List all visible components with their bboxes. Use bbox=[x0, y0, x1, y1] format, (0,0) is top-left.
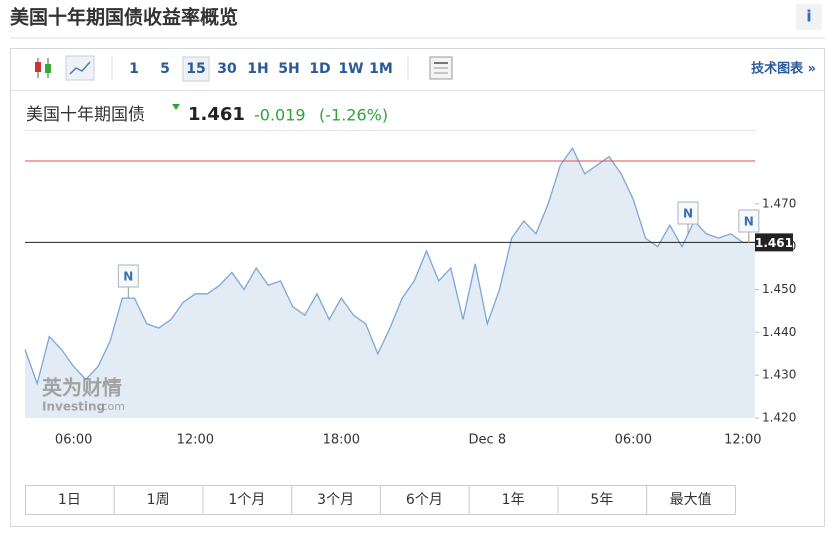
range-button[interactable] bbox=[113, 485, 204, 515]
line-icon bbox=[69, 61, 91, 75]
news-flag[interactable] bbox=[738, 209, 760, 233]
interval-button[interactable]: 1W bbox=[338, 61, 363, 77]
interval-button[interactable]: 15 bbox=[186, 61, 205, 77]
quote-change: -0.019 bbox=[254, 106, 306, 125]
news-flag[interactable] bbox=[117, 264, 139, 288]
interval-button[interactable]: 1M bbox=[369, 61, 393, 77]
x-tick-label: Dec 8 bbox=[469, 433, 507, 448]
x-tick-label: 18:00 bbox=[323, 433, 360, 448]
y-tick-label: 1.450 bbox=[762, 282, 796, 296]
interval-button[interactable]: 5H bbox=[278, 61, 299, 77]
y-tick-label: 1.440 bbox=[762, 325, 796, 339]
x-tick-label: 06:00 bbox=[615, 433, 652, 448]
y-tick-label: 1.470 bbox=[762, 196, 796, 210]
range-label[interactable]: 1周 bbox=[147, 492, 170, 508]
widget-frame bbox=[10, 48, 825, 527]
interval-button[interactable]: 1D bbox=[309, 61, 330, 77]
quote-change-percent: (-1.26%) bbox=[319, 106, 388, 125]
range-button[interactable] bbox=[380, 485, 470, 515]
range-button[interactable] bbox=[25, 485, 115, 515]
line bbox=[24, 146, 755, 386]
quote-price: 1.461 bbox=[188, 104, 245, 125]
interval-selected[interactable] bbox=[182, 56, 210, 82]
watermark: Investing bbox=[42, 400, 105, 414]
line-icon-button[interactable] bbox=[65, 55, 95, 81]
x-tick-label: 12:00 bbox=[724, 433, 761, 448]
watermark: .com bbox=[98, 400, 125, 413]
current-value-label: 1.461 bbox=[755, 236, 793, 250]
current-value-box bbox=[755, 233, 793, 252]
down-arrow bbox=[172, 104, 180, 110]
range-label[interactable]: 3个月 bbox=[317, 492, 354, 508]
candle-icon[interactable] bbox=[35, 58, 51, 78]
interval-button[interactable]: 5 bbox=[160, 61, 170, 77]
interval-button[interactable]: 1 bbox=[129, 61, 139, 77]
icon-body bbox=[45, 64, 51, 73]
range-label[interactable]: 1年 bbox=[502, 492, 525, 508]
range-bar: 1日 1周 1个月 3个月 6个月 1年 5年 最大值 bbox=[25, 485, 736, 515]
y-tick-label: 1.420 bbox=[762, 411, 796, 425]
y-tick-label: 1.430 bbox=[762, 368, 796, 382]
info-button[interactable] bbox=[796, 4, 822, 30]
news-marker[interactable]: N bbox=[123, 270, 133, 284]
info-icon[interactable]: i bbox=[806, 7, 811, 26]
interval-button[interactable]: 1H bbox=[247, 61, 268, 77]
news-marker[interactable]: N bbox=[683, 207, 693, 221]
range-label[interactable]: 最大值 bbox=[670, 492, 712, 508]
chart: 1.4201.4301.4401.4501.4601.47006:0012:00… bbox=[24, 146, 796, 448]
range-label[interactable]: 1个月 bbox=[228, 492, 265, 508]
x-tick-label: 06:00 bbox=[55, 433, 92, 448]
news-flag[interactable] bbox=[677, 201, 699, 225]
range-label[interactable]: 5年 bbox=[590, 492, 613, 508]
watermark: 英为财情 bbox=[42, 376, 122, 400]
technical-chart-link[interactable]: 技术图表 » bbox=[751, 61, 816, 77]
area bbox=[25, 148, 755, 418]
range-button[interactable] bbox=[557, 485, 648, 515]
range-label[interactable]: 6个月 bbox=[406, 492, 443, 508]
x-tick-label: 12:00 bbox=[177, 433, 214, 448]
page-title: 美国十年期国债收益率概览 bbox=[10, 6, 238, 29]
quote-name: 美国十年期国债 bbox=[26, 105, 145, 125]
news-marker[interactable]: N bbox=[744, 215, 754, 229]
interval-button[interactable]: 30 bbox=[217, 61, 237, 77]
range-button[interactable] bbox=[646, 485, 736, 515]
icon-body bbox=[35, 62, 41, 72]
range-button[interactable] bbox=[202, 485, 293, 515]
range-label[interactable]: 1日 bbox=[58, 492, 81, 508]
